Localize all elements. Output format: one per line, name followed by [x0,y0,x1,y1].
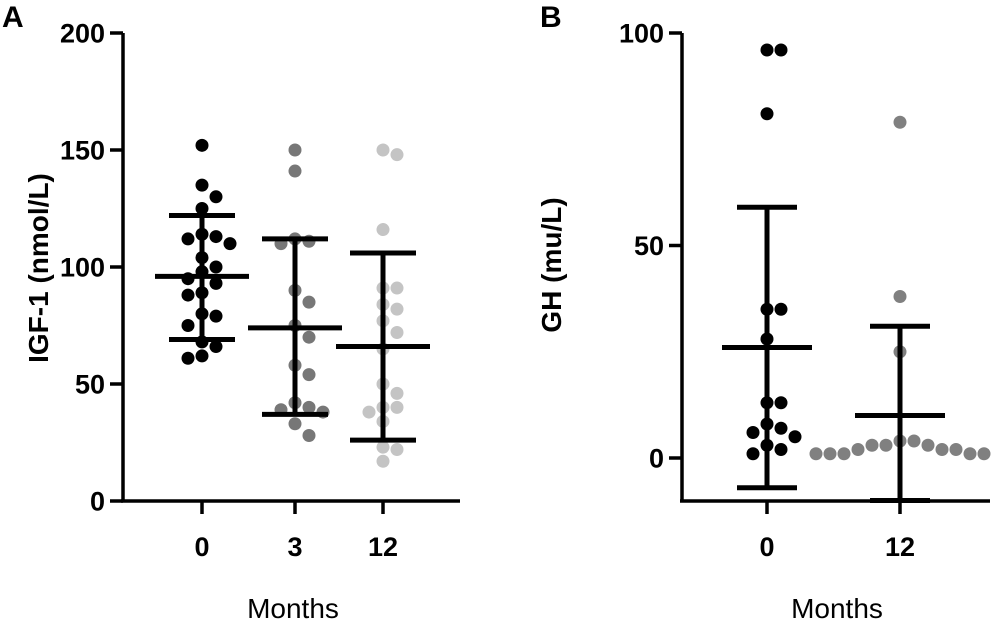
data-point [977,447,991,461]
data-point [809,447,823,461]
data-point [760,43,774,57]
x-ticks-a: 0 3 12 [194,501,398,562]
data-point [302,368,316,382]
y-tick-label: 150 [60,136,105,166]
data-point [362,405,376,419]
data-point [746,426,760,439]
data-point [788,430,802,444]
x-tick-label: 0 [759,532,774,562]
data-point [390,443,404,457]
points-b [746,43,991,461]
data-point [760,107,774,121]
panel-b: B GH (mu/L) Months 0 50 100 0 12 [536,1,991,624]
error-bars-b [722,204,945,503]
data-point [302,428,316,442]
data-point [949,443,963,456]
data-point [209,309,223,323]
panel-letter-a: A [2,1,24,34]
x-tick-label: 0 [194,532,209,562]
data-point [302,330,316,344]
error-bars-a [155,213,430,443]
x-axis-label-a: Months [247,593,339,624]
data-point [209,276,223,290]
data-point [288,164,302,178]
x-axis-label-b: Months [791,593,883,624]
data-point [195,178,209,192]
data-point [209,260,223,274]
data-point [376,440,390,454]
data-point [302,400,316,414]
data-point [921,438,935,452]
data-point [893,290,907,303]
data-point [181,232,195,246]
data-point [288,143,302,157]
data-point [774,421,788,435]
data-point [837,447,851,461]
data-point [774,43,788,57]
data-point [390,326,404,340]
data-point [223,237,237,251]
data-point [181,351,195,365]
panel-a: A IGF-1 (nmol/L) Months 0 50 100 150 200 0 3 1… [2,1,460,624]
data-point [181,319,195,332]
x-tick-label: 3 [287,532,302,562]
data-point [893,115,907,129]
y-ticks-b: 0 50 100 [619,19,682,474]
x-tick-label: 12 [368,532,398,562]
data-point [288,417,302,431]
y-tick-label: 50 [75,370,105,400]
y-tick-label: 0 [90,487,105,517]
data-point [390,281,404,295]
y-ticks-a: 0 50 100 150 200 [60,19,123,517]
y-tick-label: 100 [60,253,105,283]
data-point [390,148,404,162]
data-point [209,340,223,354]
y-axis-label-a: IGF-1 (nmol/L) [23,173,54,363]
y-axis-label-b: GH (mu/L) [536,197,567,332]
data-point [181,288,195,302]
data-point [907,434,921,448]
x-tick-label: 12 [885,532,915,562]
data-point [774,443,788,456]
data-point [823,447,837,461]
data-point [865,438,879,452]
data-point [302,295,316,309]
panel-letter-b: B [540,1,562,34]
data-point [390,386,404,400]
y-tick-label: 50 [634,231,664,261]
data-point [746,447,760,461]
data-point [195,349,209,363]
y-tick-label: 0 [649,444,664,474]
data-point [774,396,788,410]
y-tick-label: 200 [60,19,105,49]
data-point [390,400,404,414]
data-point [209,190,223,204]
data-point [376,454,390,468]
data-point [774,302,788,316]
data-point [935,443,949,456]
data-point [195,202,209,215]
data-point [376,223,390,237]
data-point [209,230,223,244]
data-point [376,143,390,157]
data-point [195,138,209,152]
data-point [390,302,404,316]
data-point [851,443,865,456]
data-point [963,447,977,461]
y-tick-label: 100 [619,19,664,49]
data-point [879,438,893,452]
x-ticks-b: 0 12 [759,501,915,562]
